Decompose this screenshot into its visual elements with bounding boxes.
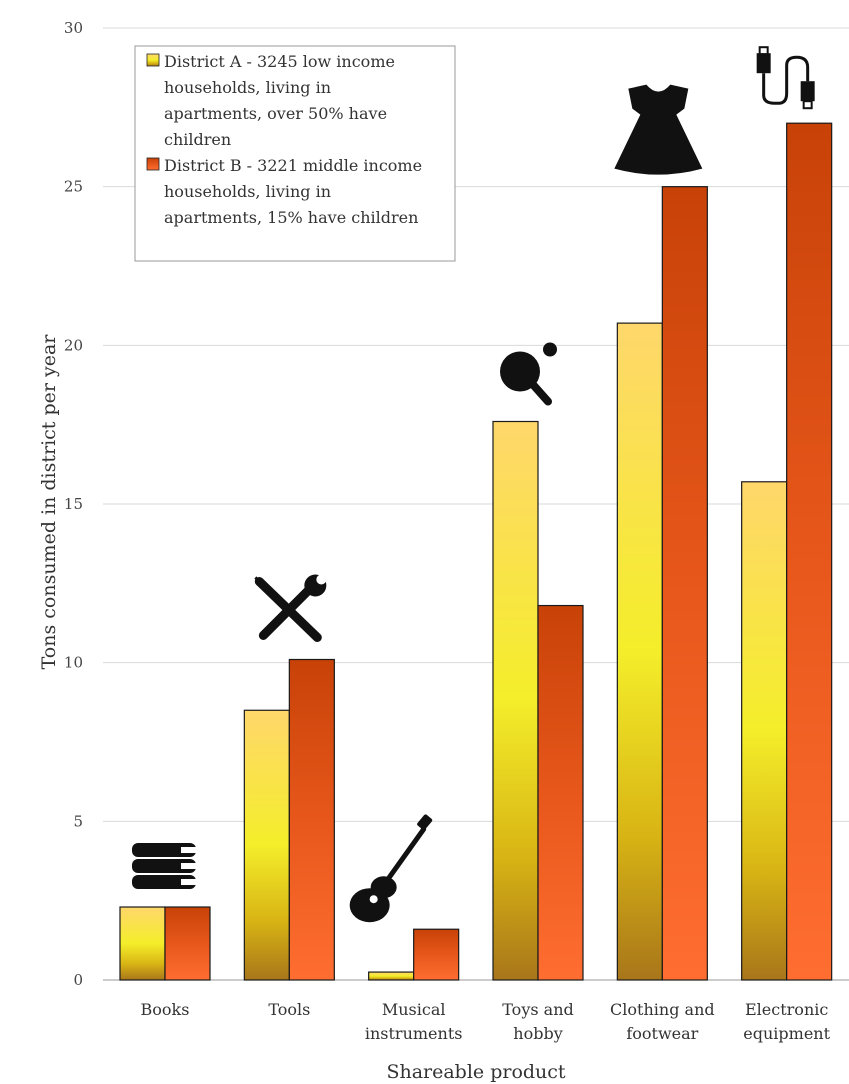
- x-axis-categories: Books Tools Musical instruments Toys and hobb…: [141, 1000, 831, 1043]
- guitar-icon: [349, 814, 433, 923]
- bars: [119, 122, 833, 981]
- books-icon: [132, 843, 197, 890]
- x-category-label: Toys and hobby: [502, 1000, 573, 1043]
- y-tick-label: 0: [73, 971, 83, 989]
- x-category-label: Musical instruments: [365, 1000, 463, 1043]
- category-icons: [132, 46, 815, 923]
- bar-district-b: [661, 186, 708, 981]
- dress-icon: [614, 84, 703, 175]
- ping-pong-icon: [500, 342, 557, 406]
- bar-district-a: [741, 481, 788, 981]
- y-tick-label: 5: [73, 812, 83, 830]
- y-tick-label: 30: [64, 19, 83, 37]
- x-category-label: Books: [141, 1000, 190, 1019]
- bar-district-b: [413, 928, 460, 981]
- bar-district-b: [288, 658, 335, 981]
- bar-district-b: [164, 906, 211, 981]
- y-tick-label: 25: [64, 178, 83, 196]
- x-category-label: Electronic equipment: [743, 1000, 830, 1043]
- x-category-label: Tools: [268, 1000, 310, 1019]
- y-axis-title: Tons consumed in district per year: [38, 334, 60, 670]
- bar-district-b: [537, 604, 584, 981]
- bar-district-a: [243, 709, 290, 981]
- usb-cable-icon: [756, 46, 815, 110]
- legend-label-district-b: District B - 3221 middle income househol…: [164, 156, 427, 227]
- x-axis-title: Shareable product: [386, 1061, 565, 1083]
- legend: District A - 3245 low income households,…: [134, 45, 456, 262]
- y-tick-label: 20: [64, 336, 83, 354]
- legend-label-district-a: District A - 3245 low income households,…: [164, 52, 400, 149]
- legend-box: [134, 45, 456, 262]
- legend-swatch-district-b: [146, 157, 160, 171]
- bar-district-a: [119, 906, 166, 981]
- y-tick-label: 10: [64, 654, 83, 672]
- y-axis-ticks: 0 5 10 15 20 25 30: [64, 19, 83, 989]
- bar-district-b: [786, 122, 833, 981]
- x-category-label: Clothing and footwear: [610, 1000, 715, 1043]
- bar-district-a: [616, 322, 663, 981]
- legend-swatch-district-a: [146, 53, 160, 67]
- bar-district-a: [368, 971, 415, 981]
- tools-icon: [254, 574, 327, 642]
- y-tick-label: 15: [64, 495, 83, 513]
- bar-district-a: [492, 420, 539, 981]
